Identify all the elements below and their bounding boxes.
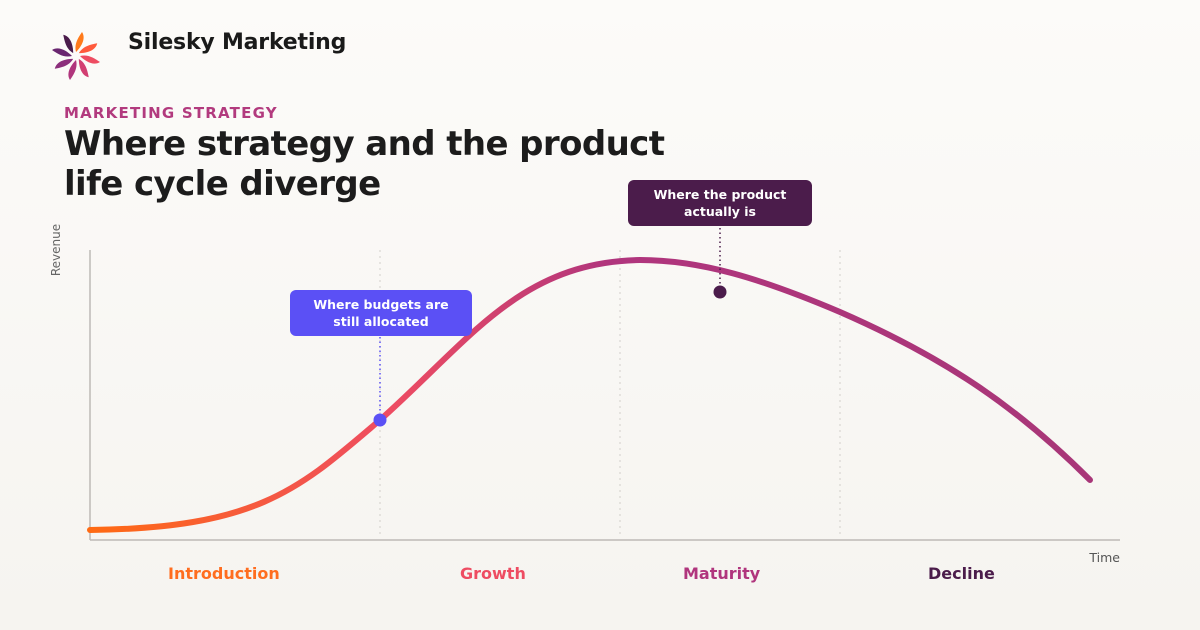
eyebrow-label: MARKETING STRATEGY [64,104,278,122]
brand: Silesky Marketing [48,28,346,84]
stage-label-growth: Growth [460,564,526,583]
x-axis-label: Time [1088,550,1120,565]
logo-petal [78,58,89,78]
y-axis-label: Revenue [49,224,63,276]
budget-marker [373,413,387,427]
callout-budget: Where budgets are still allocated [290,290,472,336]
revenue-curve [87,256,1093,533]
stage-label-maturity: Maturity [683,564,761,583]
logo-petal [80,55,100,64]
page-title: Where strategy and the product life cycl… [64,124,665,204]
stage-label-introduction: Introduction [168,564,280,583]
logo-petal [52,48,72,57]
pinwheel-icon [52,32,100,80]
stage-label-decline: Decline [928,564,995,583]
logo-petal [68,60,77,80]
brand-name: Silesky Marketing [128,30,347,55]
logo-petal [54,58,74,69]
logo-petal [63,34,74,54]
logo-petal [78,43,98,54]
callout-product: Where the product actually is [628,180,812,226]
product-marker [713,285,727,299]
logo-petal [75,32,84,52]
